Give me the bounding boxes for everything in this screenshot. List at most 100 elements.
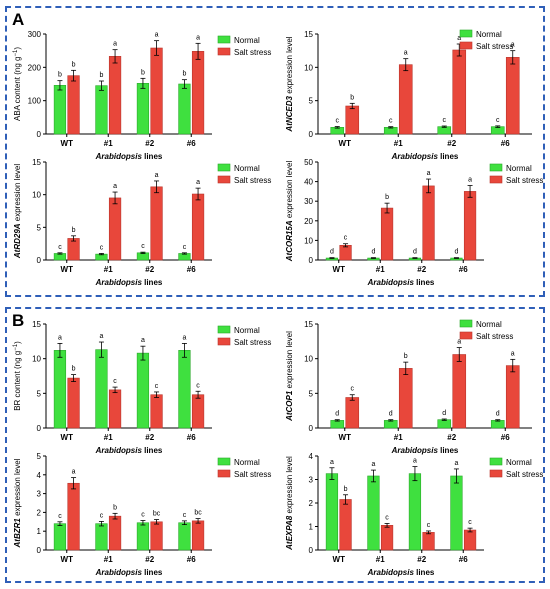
bar-salt [339, 245, 352, 261]
legend-normal-label: Normal [476, 320, 502, 329]
bar-normal [95, 85, 108, 135]
significance-letter: c [351, 386, 355, 393]
x-tick-label: #1 [104, 265, 113, 274]
bar-salt [108, 56, 122, 135]
bar-salt [150, 47, 163, 135]
x-tick-label: #6 [501, 139, 510, 148]
significance-letter: d [330, 249, 334, 256]
x-tick-label: #6 [187, 555, 196, 564]
y-tick-label: 15 [32, 320, 41, 329]
significance-letter: b [72, 227, 76, 234]
bar-salt [67, 238, 80, 261]
significance-letter: a [330, 459, 334, 466]
bar-normal [136, 252, 150, 261]
significance-letter: a [113, 41, 117, 48]
x-tick-label: #2 [417, 555, 426, 564]
y-tick-label: 10 [304, 63, 313, 72]
y-tick-label: 10 [32, 191, 41, 200]
x-axis-label: Arabidopsis lines [367, 568, 435, 577]
y-tick-label: 100 [28, 97, 42, 106]
bar-normal [53, 523, 67, 551]
significance-letter: a [155, 172, 159, 179]
bar-normal [383, 420, 398, 429]
y-tick-label: 15 [304, 30, 313, 39]
x-tick-label: #1 [394, 139, 403, 148]
bar-normal [330, 420, 345, 429]
bar-normal [408, 473, 422, 551]
legend-normal-label: Normal [476, 30, 502, 39]
bar-normal [178, 522, 191, 551]
chart-atexpa8-expression: 0 1 2 3 4 AtEXPA8 expression level a b WT a c #1 a c #… [285, 452, 543, 577]
significance-letter: c [58, 244, 62, 251]
significance-letter: b [113, 504, 117, 511]
legend-salt-label: Salt stress [506, 176, 543, 185]
bar-salt [345, 397, 360, 429]
significance-letter: c [389, 118, 393, 125]
significance-letter: b [72, 366, 76, 373]
significance-letter: c [141, 511, 145, 518]
bar-salt [452, 354, 467, 429]
significance-letter: c [58, 513, 62, 520]
y-tick-label: 3 [309, 476, 314, 485]
x-tick-label: WT [61, 139, 74, 148]
significance-letter: c [427, 522, 431, 529]
y-tick-label: 4 [309, 452, 314, 461]
bar-salt [191, 394, 205, 429]
x-tick-label: #1 [104, 139, 113, 148]
x-tick-label: WT [61, 555, 74, 564]
x-tick-label: #1 [104, 433, 113, 442]
panel-b-label: B [12, 311, 25, 330]
y-tick-label: 20 [304, 217, 313, 226]
bar-normal [490, 420, 505, 429]
bar-salt [398, 368, 413, 429]
y-tick-label: 0 [37, 130, 42, 139]
chart-br-content: 0 5 10 15 BR content (ng g−1) a b WT a c #1 a c #2 a c #… [13, 320, 271, 455]
bar-normal [367, 475, 380, 551]
y-tick-label: 5 [37, 389, 42, 398]
bar-salt [67, 377, 80, 429]
panel-a-label: A [12, 10, 25, 29]
y-tick-label: 5 [309, 389, 314, 398]
significance-letter: d [389, 411, 393, 418]
significance-letter: a [457, 339, 461, 346]
y-axis-label: BR content (ng g−1) [13, 341, 22, 411]
y-tick-label: 50 [304, 158, 313, 167]
x-axis-label: Arabidopsis lines [367, 278, 435, 287]
legend-normal-swatch [489, 163, 503, 172]
legend-salt-label: Salt stress [234, 338, 271, 347]
bar-salt [339, 499, 352, 551]
significance-letter: c [468, 519, 472, 526]
significance-letter: a [182, 334, 186, 341]
bar-salt [150, 521, 163, 551]
x-tick-label: #6 [501, 433, 510, 442]
significance-letter: bc [153, 511, 161, 518]
significance-letter: a [99, 333, 103, 340]
significance-letter: a [511, 42, 515, 49]
legend-normal-swatch [217, 163, 231, 172]
legend-salt-label: Salt stress [234, 176, 271, 185]
x-tick-label: WT [333, 265, 346, 274]
y-tick-label: 0 [309, 546, 314, 555]
x-tick-label: #6 [187, 265, 196, 274]
significance-letter: a [427, 170, 431, 177]
y-axis-label: AtRD29A expression level [13, 164, 22, 259]
panel-a-frame [5, 6, 545, 297]
y-tick-label: 0 [309, 256, 314, 265]
bar-normal [53, 85, 67, 135]
bar-salt [380, 525, 394, 551]
x-tick-label: #6 [187, 139, 196, 148]
bar-salt [191, 520, 205, 551]
legend-salt-swatch [217, 47, 231, 56]
y-tick-label: 10 [32, 355, 41, 364]
significance-letter: d [496, 411, 500, 418]
significance-letter: c [183, 244, 187, 251]
bar-salt [108, 389, 122, 429]
legend-normal-label: Normal [234, 164, 260, 173]
chart-atcor15a-expression: 0 10 20 30 40 50 AtCOR15A expression level d c WT… [285, 158, 543, 287]
bar-salt [505, 365, 520, 429]
x-tick-label: #6 [459, 555, 468, 564]
bar-salt [422, 532, 435, 551]
significance-letter: d [335, 411, 339, 418]
y-tick-label: 30 [304, 197, 313, 206]
legend-normal-label: Normal [234, 458, 260, 467]
